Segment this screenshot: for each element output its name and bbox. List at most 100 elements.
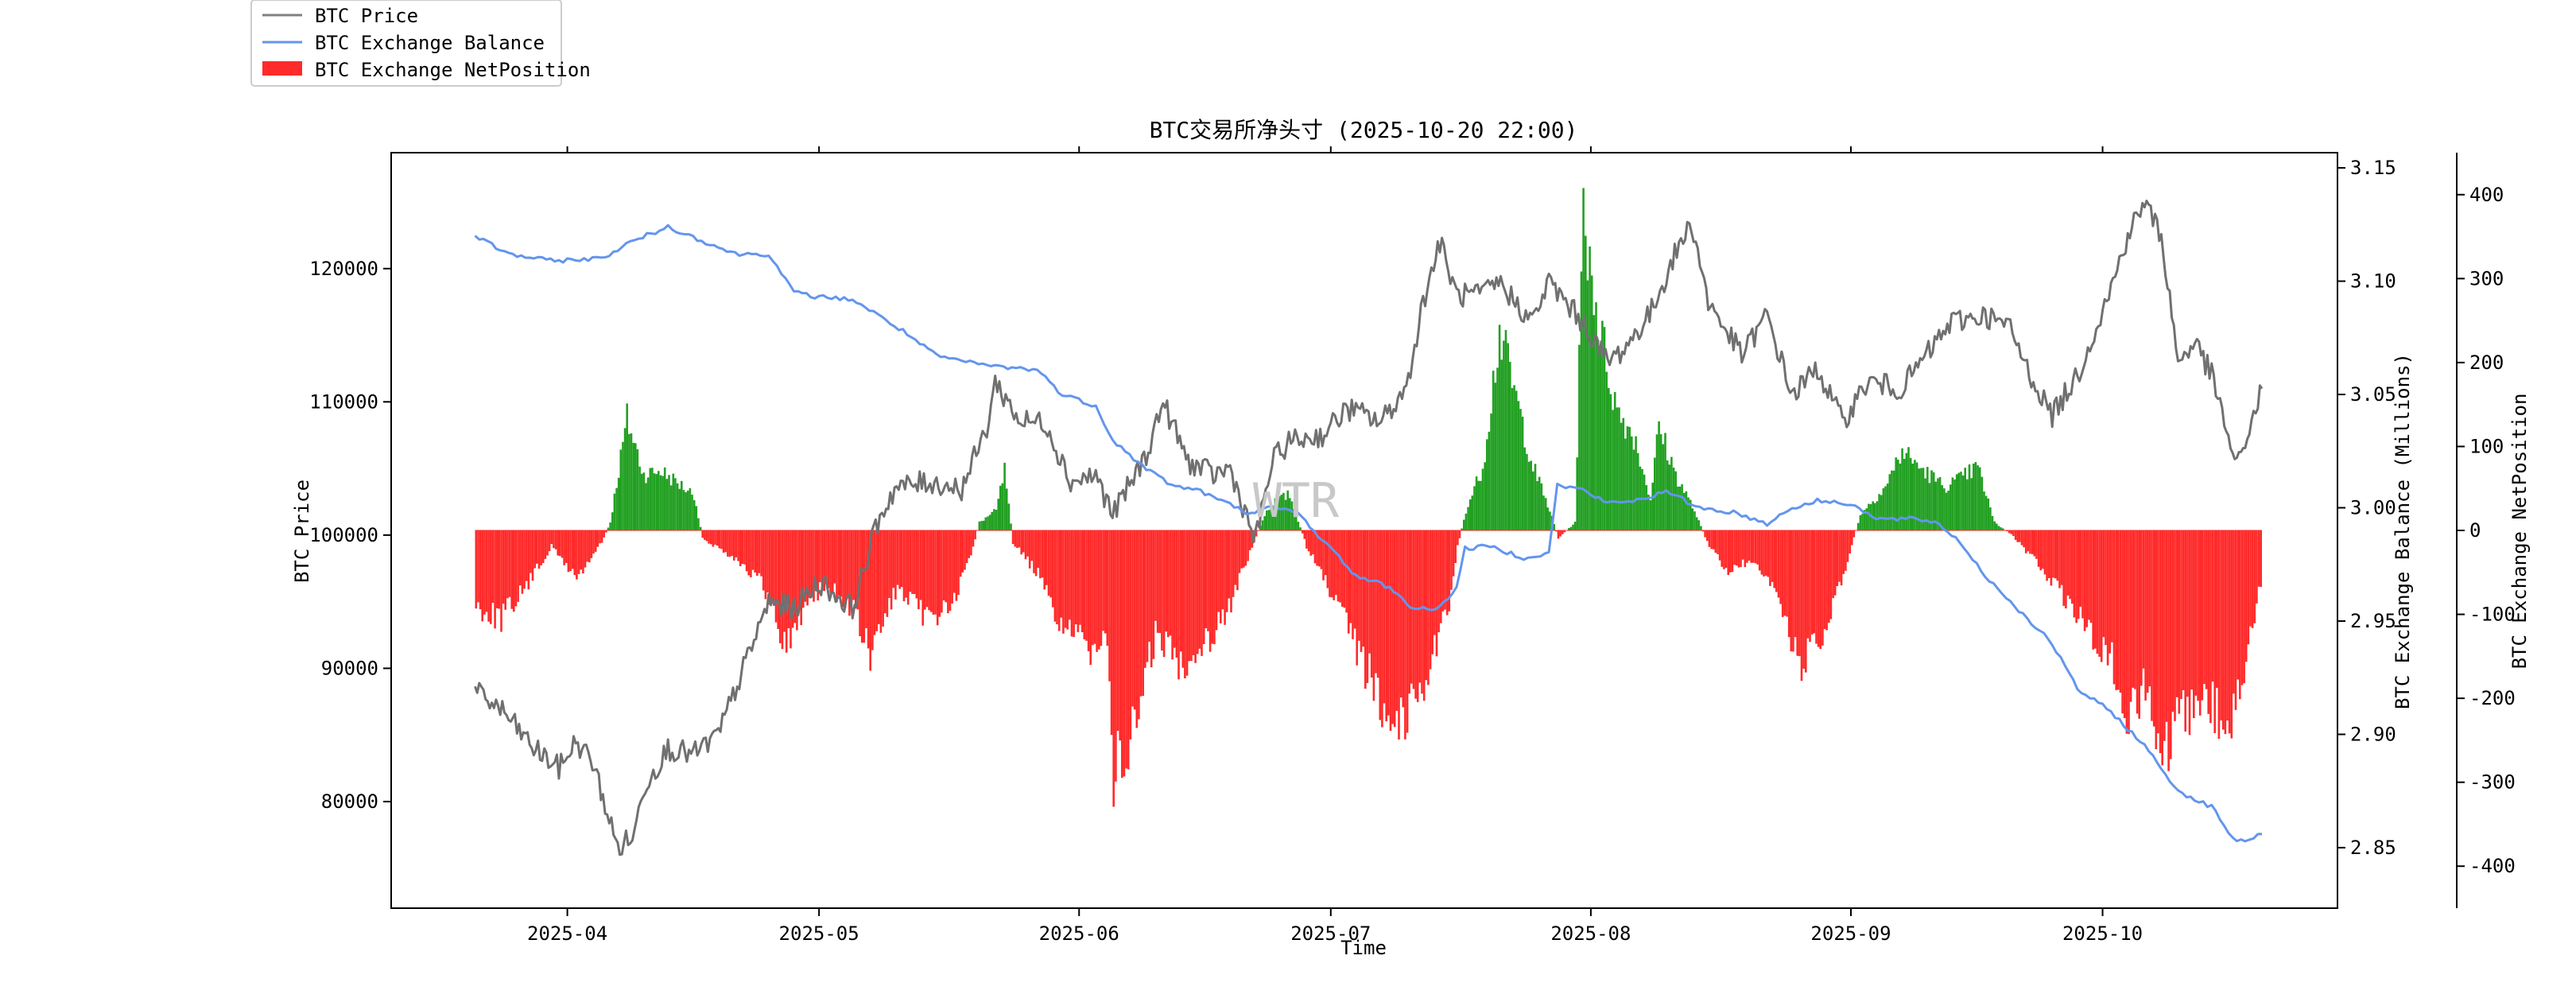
- netposition-bar: [1440, 530, 1442, 623]
- netposition-bar: [2098, 530, 2101, 657]
- netposition-bar: [1504, 330, 1507, 530]
- netposition-bar: [1435, 530, 1438, 657]
- netposition-bar: [875, 530, 878, 631]
- netposition-bar: [494, 530, 496, 629]
- netposition-bar: [1014, 530, 1017, 547]
- netposition-bar: [762, 530, 765, 591]
- netposition-bar: [1100, 530, 1103, 647]
- netposition-bar: [571, 530, 574, 569]
- netposition-bar: [886, 530, 889, 617]
- netposition-bar: [531, 530, 534, 581]
- netposition-bar: [2251, 530, 2254, 628]
- netposition-bar: [2243, 530, 2245, 684]
- netposition-bar: [691, 495, 693, 530]
- netposition-bar: [2001, 528, 2004, 530]
- netposition-bar: [1777, 530, 1780, 598]
- netposition-bar: [2228, 530, 2231, 734]
- netposition-bar: [1177, 530, 1180, 680]
- netposition-bar: [2085, 530, 2088, 627]
- netposition-bar: [1077, 530, 1080, 632]
- netposition-bar: [1851, 530, 1853, 546]
- netposition-bar: [1144, 530, 1146, 668]
- netposition-bar: [2046, 530, 2048, 581]
- netposition-bar: [978, 521, 981, 530]
- netposition-bar: [1781, 530, 1784, 617]
- netposition-bar: [1527, 461, 1530, 530]
- netposition-bar: [1161, 530, 1163, 651]
- netposition-bar: [1596, 340, 1600, 530]
- netposition-bar: [1631, 436, 1633, 530]
- netposition-bar: [883, 530, 886, 614]
- netposition-bar: [951, 530, 953, 604]
- netposition-bar: [1555, 530, 1558, 532]
- netposition-bar: [1192, 530, 1195, 655]
- netposition-bar: [1312, 530, 1314, 555]
- netposition-bar: [1712, 530, 1715, 550]
- netposition-bar: [848, 530, 851, 616]
- netposition-bar: [837, 530, 840, 596]
- netposition-bar: [1414, 530, 1417, 699]
- x-tick-label: 2025-08: [1550, 922, 1631, 945]
- netposition-bar: [2054, 530, 2057, 579]
- netposition-bar: [1984, 495, 1988, 530]
- netposition-bar: [504, 530, 506, 610]
- netposition-bar: [949, 530, 952, 611]
- netposition-bar: [844, 530, 847, 608]
- netposition-bar: [737, 530, 739, 561]
- netposition-bar: [1370, 530, 1373, 678]
- netposition-bar: [781, 530, 784, 650]
- netposition-bar: [1996, 523, 1998, 530]
- netposition-bar: [1129, 530, 1132, 740]
- netposition-bar: [972, 530, 975, 547]
- x-tick-label: 2025-10: [2062, 922, 2143, 945]
- netposition-bar: [2233, 530, 2235, 694]
- netposition-bar: [1299, 527, 1302, 530]
- netposition-bar: [1075, 530, 1077, 625]
- netposition-bar: [1977, 465, 1979, 530]
- netposition-bar: [793, 530, 797, 623]
- netposition-bar: [1205, 530, 1208, 628]
- netposition-bar: [1079, 530, 1081, 625]
- netposition-bar: [2102, 530, 2105, 638]
- y-axis-right-label: BTC Exchange Balance (Millions): [2392, 353, 2414, 709]
- y-axis-far-right: -400 -300 -200 -100 0 100 200 300 400: [2457, 184, 2516, 877]
- netposition-bar: [842, 530, 844, 608]
- netposition-bar: [1724, 530, 1728, 569]
- netposition-bar: [510, 530, 513, 609]
- netposition-bar: [592, 530, 595, 554]
- netposition-bar: [1955, 474, 1958, 530]
- netposition-bar: [2167, 530, 2170, 771]
- netposition-bar: [852, 530, 855, 600]
- netposition-bar: [1106, 530, 1109, 646]
- netposition-bar: [2239, 530, 2241, 700]
- netposition-bar: [1590, 275, 1593, 530]
- netposition-bar: [2237, 530, 2239, 680]
- y-far-right-tick-label: -100: [2469, 604, 2516, 626]
- netposition-bar: [1838, 530, 1841, 582]
- netposition-bar: [2216, 530, 2218, 688]
- netposition-bar: [965, 530, 968, 564]
- netposition-bar: [787, 530, 790, 629]
- netposition-bar: [1721, 530, 1723, 567]
- netposition-bar: [741, 530, 744, 565]
- netposition-bar: [1704, 530, 1706, 538]
- netposition-bar: [1368, 530, 1371, 654]
- netposition-bar: [487, 530, 490, 622]
- netposition-bar: [1171, 530, 1174, 660]
- netposition-bar: [1628, 426, 1631, 530]
- netposition-bar: [2146, 530, 2149, 693]
- netposition-bar: [638, 466, 641, 530]
- y-far-right-tick-label: 300: [2469, 267, 2504, 289]
- netposition-bar: [1329, 530, 1331, 597]
- netposition-bar: [2071, 530, 2074, 604]
- netposition-bar: [819, 530, 821, 583]
- netposition-bar: [1080, 530, 1084, 632]
- netposition-bar: [514, 530, 518, 607]
- watermark: WTR: [1253, 473, 1340, 529]
- netposition-bar: [1658, 421, 1660, 530]
- netposition-bar: [739, 530, 742, 566]
- netposition-bar: [2234, 530, 2237, 710]
- netposition-bar: [2140, 530, 2143, 686]
- netposition-bar: [747, 530, 750, 576]
- netposition-bar: [1876, 501, 1879, 530]
